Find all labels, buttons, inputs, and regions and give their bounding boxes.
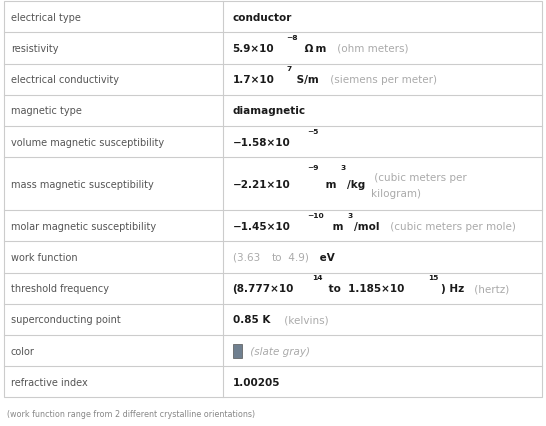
Text: −8: −8: [286, 35, 298, 41]
Text: diamagnetic: diamagnetic: [233, 106, 306, 116]
Text: superconducting point: superconducting point: [11, 315, 121, 325]
Text: mass magnetic susceptibility: mass magnetic susceptibility: [11, 179, 153, 189]
Text: (ohm meters): (ohm meters): [334, 44, 408, 54]
Text: to  1.185×10: to 1.185×10: [325, 284, 405, 294]
Text: −1.58×10: −1.58×10: [233, 137, 290, 147]
Text: (siemens per meter): (siemens per meter): [327, 75, 437, 85]
Text: work function: work function: [11, 252, 78, 262]
Text: to: to: [272, 252, 282, 262]
Text: (kelvins): (kelvins): [281, 315, 329, 325]
Text: electrical type: electrical type: [11, 13, 81, 23]
Text: /kg: /kg: [347, 179, 366, 189]
Text: m: m: [329, 221, 343, 231]
Text: −2.21×10: −2.21×10: [233, 179, 290, 189]
Text: molar magnetic susceptibility: molar magnetic susceptibility: [11, 221, 156, 231]
Text: (8.777×10: (8.777×10: [233, 284, 294, 294]
Text: electrical conductivity: electrical conductivity: [11, 75, 119, 85]
Text: (cubic meters per mole): (cubic meters per mole): [387, 221, 516, 231]
Text: 3: 3: [348, 213, 353, 219]
Text: conductor: conductor: [233, 13, 292, 23]
Text: threshold frequency: threshold frequency: [11, 284, 109, 294]
Text: Ω m: Ω m: [301, 44, 327, 54]
Text: (work function range from 2 different crystalline orientations): (work function range from 2 different cr…: [7, 409, 254, 418]
Bar: [233, 344, 242, 358]
Text: ) Hz: ) Hz: [441, 284, 465, 294]
Text: S/m: S/m: [293, 75, 319, 85]
Text: kilogram): kilogram): [371, 189, 421, 199]
Text: magnetic type: magnetic type: [11, 106, 82, 116]
Text: −1.45×10: −1.45×10: [233, 221, 290, 231]
Text: m: m: [322, 179, 336, 189]
Text: 4.9): 4.9): [286, 252, 310, 262]
Text: volume magnetic susceptibility: volume magnetic susceptibility: [11, 137, 164, 147]
Text: −10: −10: [307, 213, 324, 219]
Text: color: color: [11, 346, 35, 356]
Text: (cubic meters per: (cubic meters per: [371, 173, 467, 183]
Text: (3.63: (3.63: [233, 252, 263, 262]
Text: /mol: /mol: [354, 221, 380, 231]
Text: refractive index: refractive index: [11, 377, 88, 387]
Text: 3: 3: [341, 164, 346, 170]
Text: 14: 14: [312, 275, 322, 281]
Text: resistivity: resistivity: [11, 44, 58, 54]
Text: 5.9×10: 5.9×10: [233, 44, 274, 54]
Text: (slate gray): (slate gray): [247, 346, 310, 356]
Text: −5: −5: [307, 129, 318, 135]
Text: 7: 7: [287, 66, 292, 72]
Text: 1.7×10: 1.7×10: [233, 75, 275, 85]
Text: 0.85 K: 0.85 K: [233, 315, 270, 325]
Text: 1.00205: 1.00205: [233, 377, 280, 387]
Text: eV: eV: [316, 252, 335, 262]
Text: −9: −9: [307, 164, 319, 170]
Text: (hertz): (hertz): [471, 284, 509, 294]
Text: 15: 15: [428, 275, 438, 281]
